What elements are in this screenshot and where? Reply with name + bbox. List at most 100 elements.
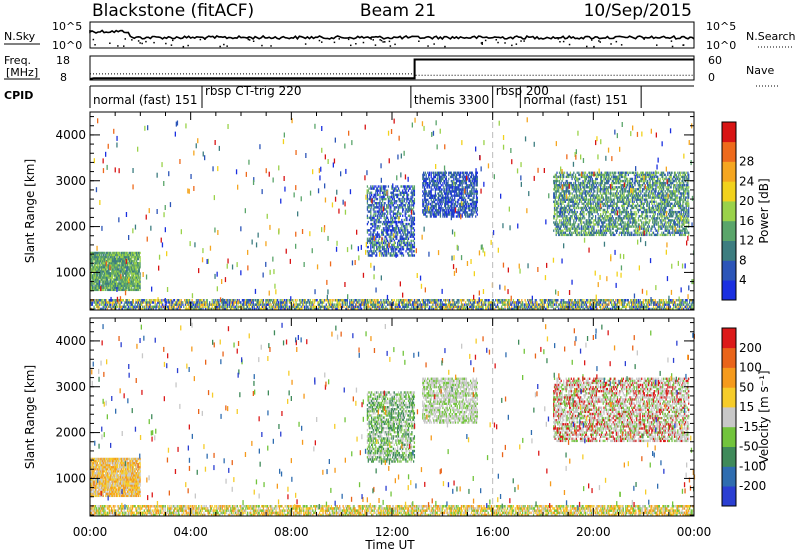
heatmap-cell — [472, 204, 474, 208]
heatmap-cell — [639, 200, 641, 203]
heatmap-cell — [403, 239, 405, 243]
heatmap-cell — [100, 253, 103, 257]
heatmap-cell — [387, 202, 390, 205]
heatmap-cell — [111, 251, 114, 255]
heatmap-cell — [575, 215, 577, 218]
heatmap-cell — [97, 282, 99, 285]
heatmap-cell — [600, 181, 603, 185]
heatmap-cell — [467, 173, 469, 177]
heatmap-cell — [639, 208, 641, 212]
heatmap-cell — [642, 181, 645, 185]
noise-search-dot — [261, 44, 263, 47]
heatmap-cell — [402, 225, 405, 228]
heatmap-cell — [433, 186, 436, 189]
heatmap-cell — [375, 239, 377, 243]
heatmap-cell — [448, 173, 450, 177]
heatmap-cell — [639, 179, 641, 183]
heatmap-cell — [602, 210, 604, 214]
heatmap-cell — [136, 253, 138, 257]
heatmap-cell — [591, 194, 593, 197]
heatmap-cell — [126, 255, 129, 259]
heatmap-cell — [554, 190, 556, 193]
heatmap-cell — [391, 222, 393, 226]
heatmap-cell — [610, 219, 613, 222]
heatmap-cell — [582, 192, 584, 195]
heatmap-cell — [370, 235, 372, 238]
heatmap-cell — [413, 191, 416, 194]
heatmap-cell — [611, 171, 614, 174]
heatmap-cell — [617, 206, 619, 210]
heatmap-cell — [588, 217, 590, 220]
heatmap-cell — [380, 202, 382, 205]
heatmap-cell — [401, 239, 403, 243]
heatmap-cell — [472, 184, 474, 187]
heatmap-cell — [375, 195, 377, 199]
heatmap-cell — [615, 219, 617, 222]
heatmap-cell — [610, 204, 612, 208]
heatmap-cell — [620, 231, 622, 234]
heatmap-cell — [475, 173, 477, 177]
heatmap-cell — [395, 202, 397, 205]
heatmap-cell — [624, 171, 626, 174]
heatmap-cell — [406, 227, 408, 230]
heatmap-cell — [640, 200, 642, 203]
heatmap-cell — [475, 198, 478, 202]
heatmap-cell — [423, 177, 425, 181]
heatmap-cell — [132, 260, 135, 263]
heatmap-cell — [448, 211, 450, 214]
heatmap-cell — [413, 254, 415, 257]
heatmap-cell — [457, 200, 459, 204]
heatmap-cell — [554, 173, 556, 177]
heatmap-cell — [590, 231, 592, 234]
heatmap-cell — [472, 190, 474, 193]
heatmap-cell — [558, 194, 561, 197]
heatmap-cell — [580, 227, 583, 230]
heatmap-cell — [571, 204, 573, 208]
heatmap-cell — [404, 233, 406, 236]
heatmap-cell — [600, 225, 602, 228]
heatmap-cell — [607, 188, 609, 191]
heatmap-cell — [384, 237, 386, 240]
heatmap-cell — [433, 207, 436, 210]
heatmap-cell — [434, 190, 437, 193]
heatmap-cell — [134, 284, 136, 287]
heatmap-cell — [596, 223, 598, 226]
heatmap-cell — [618, 227, 620, 230]
heatmap-cell — [396, 212, 398, 215]
heatmap-cell — [97, 276, 99, 279]
heatmap-cell — [121, 276, 123, 279]
heatmap-cell — [645, 190, 647, 193]
heatmap-cell — [612, 179, 614, 183]
heatmap-cell — [464, 196, 466, 199]
heatmap-cell — [633, 219, 635, 222]
heatmap-cell — [429, 192, 432, 195]
heatmap-cell — [590, 233, 592, 237]
heatmap-cell — [108, 270, 110, 273]
heatmap-cell — [596, 190, 598, 193]
heatmap-cell — [642, 188, 644, 191]
heatmap-cell — [584, 188, 586, 191]
heatmap-cell — [604, 190, 606, 193]
heatmap-cell — [591, 184, 593, 187]
heatmap-cell — [387, 216, 389, 220]
heatmap-cell — [613, 175, 615, 179]
heatmap-cell — [462, 194, 464, 197]
heatmap-cell — [411, 202, 413, 205]
heatmap-cell — [626, 229, 628, 232]
heatmap-cell — [136, 288, 138, 292]
heatmap-cell — [101, 272, 103, 275]
heatmap-cell — [117, 274, 119, 277]
heatmap-cell — [582, 198, 584, 201]
heatmap-cell — [96, 262, 98, 265]
heatmap-cell — [435, 213, 437, 216]
heatmap-cell — [128, 257, 130, 261]
heatmap-cell — [607, 210, 609, 214]
heatmap-cell — [459, 196, 462, 199]
heatmap-cell — [607, 225, 609, 228]
heatmap-cell — [410, 245, 412, 249]
heatmap-cell — [568, 219, 570, 222]
heatmap-cell — [95, 253, 98, 257]
heatmap-cell — [587, 200, 589, 203]
heatmap-cell — [119, 266, 121, 269]
heatmap-cell — [629, 213, 631, 216]
